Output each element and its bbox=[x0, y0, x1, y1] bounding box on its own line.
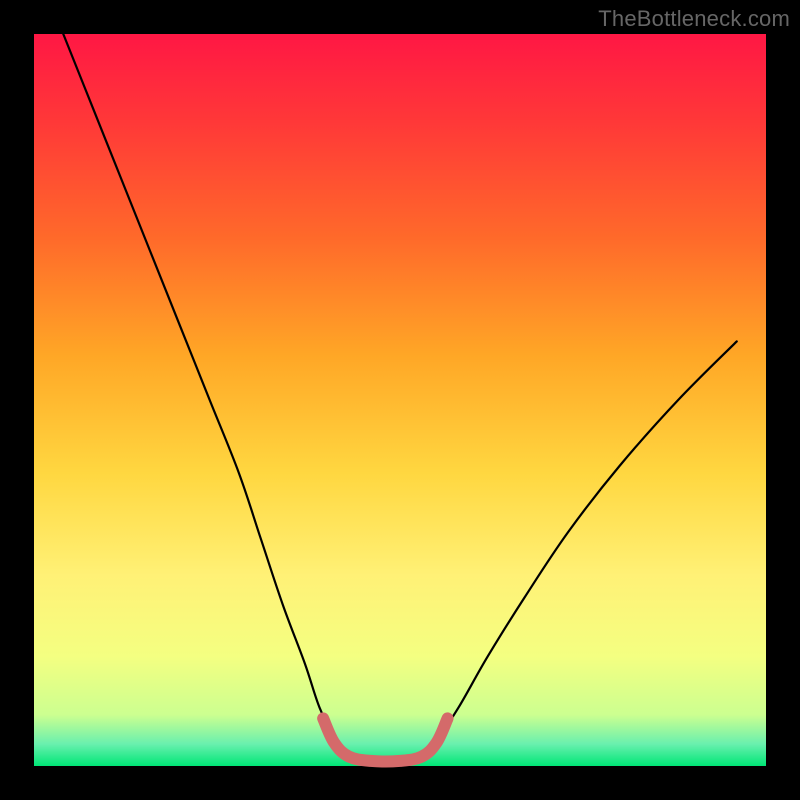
bottleneck-chart: TheBottleneck.com bbox=[0, 0, 800, 800]
gradient-plot-area bbox=[34, 34, 766, 766]
watermark-text: TheBottleneck.com bbox=[598, 6, 790, 32]
chart-svg bbox=[0, 0, 800, 800]
